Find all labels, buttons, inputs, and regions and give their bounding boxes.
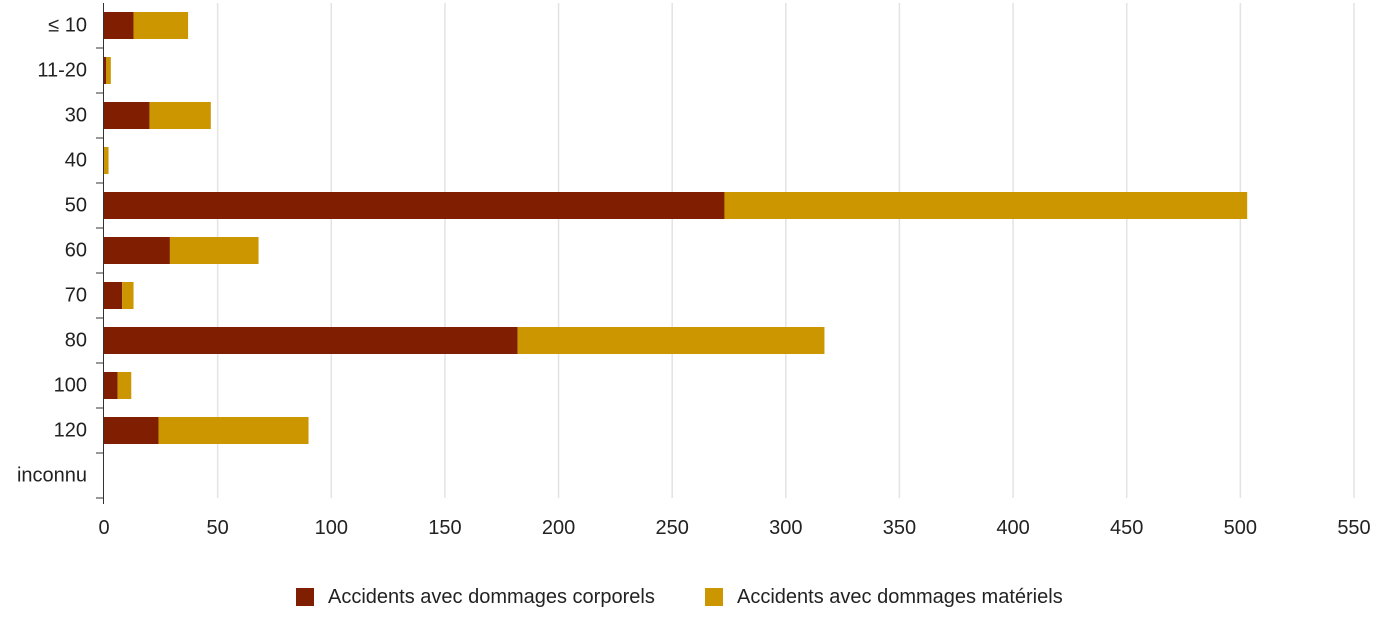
x-tick-label: 300 [769, 517, 802, 539]
bar-corporels [104, 372, 118, 399]
x-tick-label: 150 [428, 517, 461, 539]
legend-swatch [705, 588, 723, 606]
y-tick-label: 100 [54, 375, 87, 397]
legend-item: Accidents avec dommages corporels [296, 586, 655, 608]
x-tick-label: 100 [315, 517, 348, 539]
bar-materiels [106, 57, 111, 84]
legend-swatch [296, 588, 314, 606]
bar-corporels [104, 237, 170, 264]
x-tick-label: 200 [542, 517, 575, 539]
bar-corporels [104, 417, 159, 444]
legend: Accidents avec dommages corporels Acciden… [296, 586, 1063, 608]
legend-label: Accidents avec dommages matériels [737, 586, 1063, 608]
y-tick-label: ≤ 10 [48, 15, 87, 37]
x-tick-label: 250 [655, 517, 688, 539]
x-tick-label: 500 [1224, 517, 1257, 539]
bar-materiels [133, 12, 189, 39]
y-tick-label: 50 [65, 195, 87, 217]
legend-item: Accidents avec dommages matériels [705, 586, 1063, 608]
y-tick-label: 11-20 [37, 60, 87, 82]
y-tick-label: 40 [65, 150, 87, 172]
bar-corporels [104, 57, 107, 84]
bar-corporels [104, 327, 518, 354]
gridlines [216, 3, 1355, 498]
y-tick-label: inconnu [17, 465, 87, 487]
bar-materiels [158, 417, 309, 444]
y-tick-label: 60 [65, 240, 87, 262]
bar-materiels [149, 102, 211, 129]
bar-materiels [724, 192, 1248, 219]
x-tick-label: 450 [1110, 517, 1143, 539]
bar-materiels [122, 282, 134, 309]
bar-materiels [517, 327, 825, 354]
y-tick-label: 70 [65, 285, 87, 307]
legend-label: Accidents avec dommages corporels [328, 586, 655, 608]
axes: ≤ 10 11-20 30 40 50 60 70 80 100 120 inconnu 0 50 100… [17, 3, 1371, 539]
x-tick-label: 350 [883, 517, 916, 539]
bar-materiels [169, 237, 259, 264]
x-tick-label: 400 [996, 517, 1029, 539]
y-tick-label: 120 [54, 420, 87, 442]
y-tick-label: 80 [65, 330, 87, 352]
bar-materiels [104, 147, 109, 174]
bar-corporels [104, 102, 150, 129]
x-tick-label: 550 [1337, 517, 1370, 539]
bar-corporels [104, 282, 123, 309]
bar-corporels [104, 12, 134, 39]
bar-corporels [104, 192, 725, 219]
x-tick-label: 0 [98, 517, 109, 539]
bar-materiels [117, 372, 132, 399]
bars [104, 12, 1248, 444]
x-tick-label: 50 [207, 517, 229, 539]
y-tick-label: 30 [65, 105, 87, 127]
